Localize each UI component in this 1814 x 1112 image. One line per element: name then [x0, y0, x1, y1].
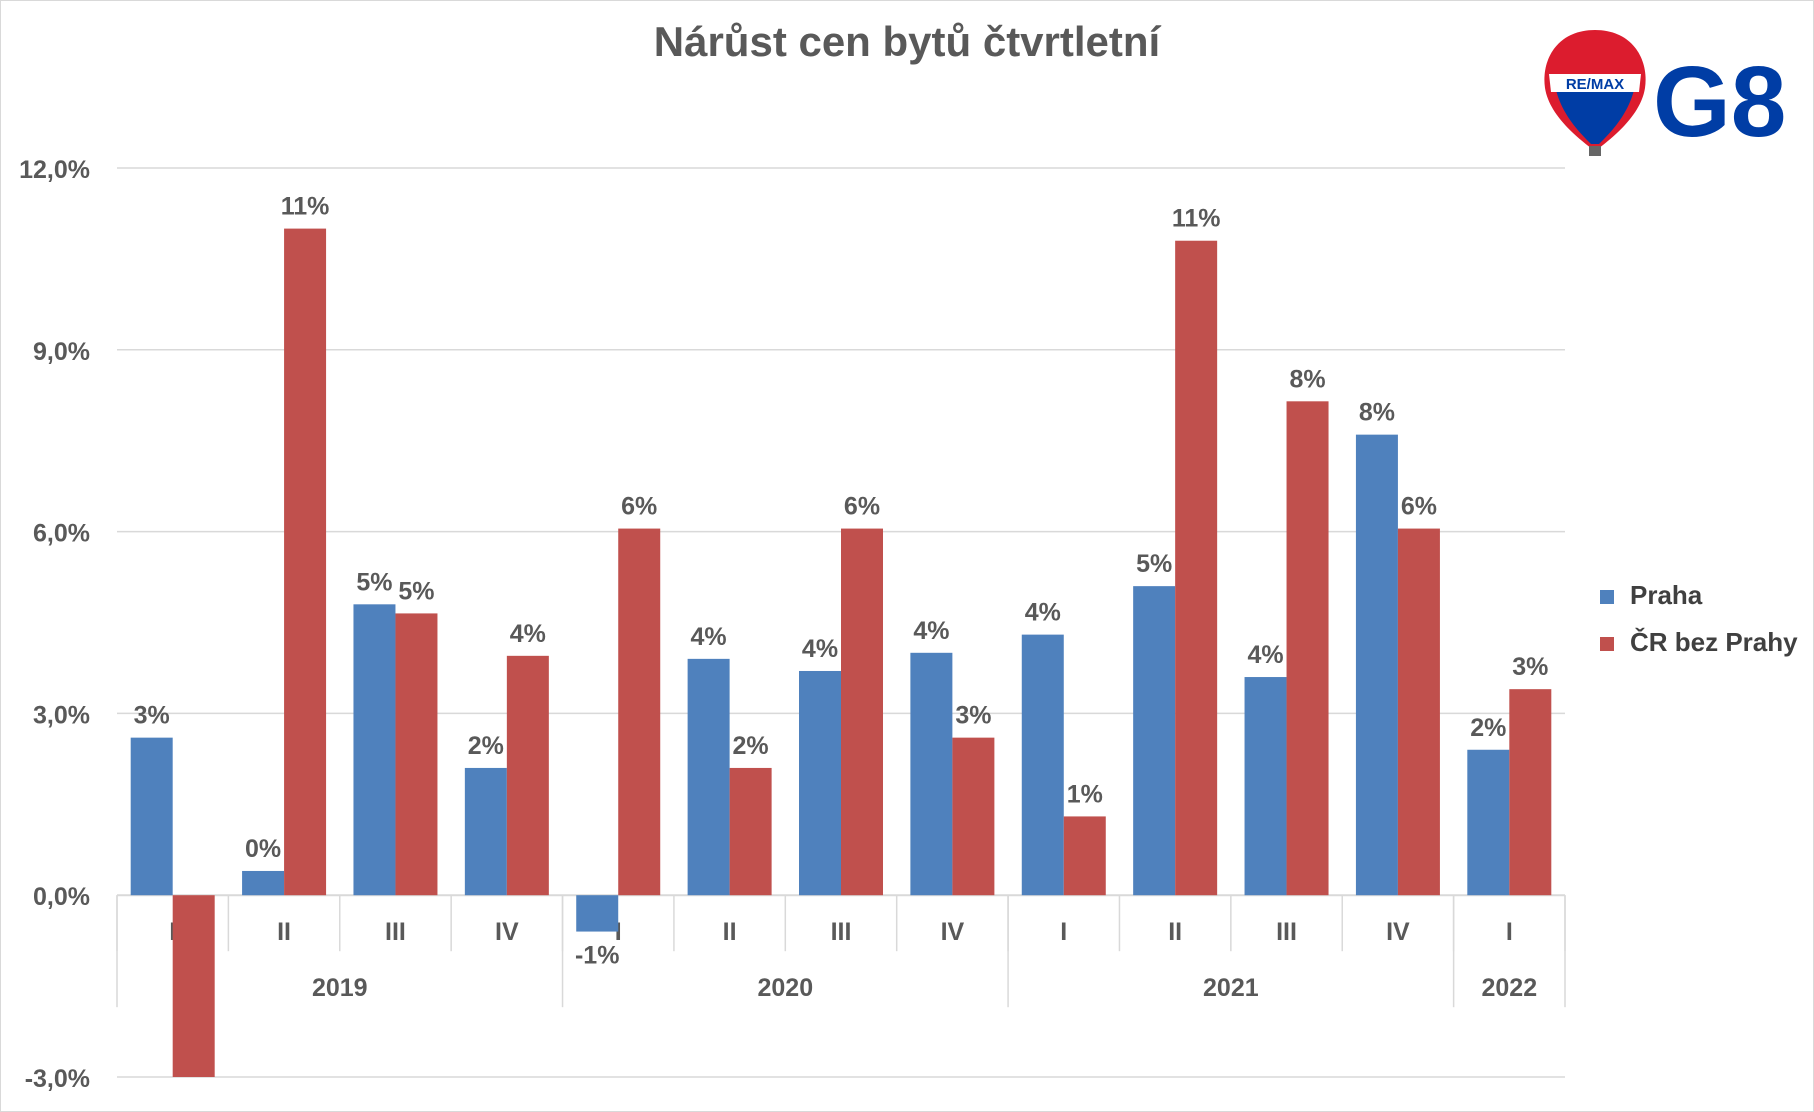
bar-praha — [576, 895, 619, 932]
bar-praha — [1133, 586, 1176, 896]
group-label: 2019 — [312, 974, 368, 1002]
data-label: 11% — [281, 193, 330, 221]
logo-brand-text: RE/MAX — [1566, 76, 1624, 93]
legend-swatch-praha — [1600, 590, 1614, 605]
bar-cr — [284, 228, 327, 896]
category-label: I — [1506, 918, 1513, 946]
data-label: 2% — [1470, 714, 1506, 742]
y-tick-label: 0,0% — [33, 883, 90, 911]
bar-cr — [729, 767, 772, 896]
bar-praha — [799, 670, 841, 896]
bar-cr — [1063, 816, 1106, 896]
data-label: 4% — [802, 635, 838, 663]
bar-praha — [1244, 677, 1287, 896]
data-label: 5% — [356, 568, 392, 596]
data-label: 4% — [1247, 641, 1283, 669]
data-label: 4% — [913, 617, 949, 645]
bar-cr — [618, 528, 661, 896]
category-label: I — [615, 918, 622, 946]
data-label: 4% — [1025, 599, 1061, 627]
category-label: IV — [1386, 918, 1410, 946]
category-label: IV — [495, 918, 519, 946]
bar-praha — [353, 604, 396, 896]
bar-cr — [841, 528, 883, 896]
legend-label-cr: ČR bez Prahy — [1630, 627, 1798, 657]
data-label: 8% — [1359, 399, 1395, 427]
bar-cr — [1175, 240, 1218, 896]
category-label: I — [1060, 918, 1067, 946]
chart-title: Nárůst cen bytů čtvrtletní — [653, 18, 1161, 65]
data-label: 4% — [510, 620, 546, 648]
y-tick-label: -3,0% — [25, 1065, 90, 1093]
data-label: 2% — [733, 732, 769, 760]
category-label: II — [723, 918, 737, 946]
data-label: 8% — [1289, 365, 1325, 393]
bar-cr — [1286, 401, 1329, 896]
legend-swatch-cr — [1600, 637, 1614, 652]
group-label: 2022 — [1481, 974, 1537, 1002]
remax-balloon-icon: RE/MAX — [1544, 30, 1646, 156]
remax-g8-logo: RE/MAX G8 — [1544, 30, 1785, 156]
legend-item-praha: Praha — [1600, 580, 1702, 611]
bar-praha — [687, 658, 730, 896]
y-tick-label: 3,0% — [33, 701, 90, 729]
legend-label-praha: Praha — [1630, 580, 1703, 610]
data-label: 0% — [245, 835, 281, 863]
data-label: -1% — [575, 942, 619, 970]
data-label: 5% — [1136, 550, 1172, 578]
bar-praha — [910, 652, 953, 896]
logo-office-text: G8 — [1653, 46, 1785, 156]
data-label: 2% — [468, 732, 504, 760]
data-label: 6% — [1401, 493, 1437, 521]
bar-praha — [130, 737, 173, 896]
data-label: 3% — [134, 702, 170, 730]
y-tick-label: 12,0% — [19, 156, 90, 184]
y-tick-label: 9,0% — [33, 338, 90, 366]
category-label: III — [385, 918, 406, 946]
bar-cr — [1509, 689, 1552, 896]
legend-item-cr: ČR bez Prahy — [1600, 627, 1798, 658]
bar-praha — [464, 767, 507, 896]
bar-cr — [1397, 528, 1440, 896]
data-label: 3% — [955, 702, 991, 730]
category-label: III — [831, 918, 852, 946]
data-label: 1% — [1067, 780, 1103, 808]
category-label: II — [277, 918, 291, 946]
group-label: 2020 — [757, 974, 813, 1002]
bar-cr — [952, 737, 995, 896]
bar-praha — [1355, 434, 1398, 896]
bar-praha — [242, 870, 285, 896]
data-label: 5% — [398, 577, 434, 605]
data-label: 6% — [621, 493, 657, 521]
y-tick-label: 6,0% — [33, 520, 90, 548]
bar-praha — [1021, 634, 1064, 896]
bar-cr — [506, 655, 549, 896]
category-label: III — [1276, 918, 1297, 946]
category-label: IV — [941, 918, 965, 946]
group-label: 2021 — [1203, 974, 1259, 1002]
bar-cr — [395, 613, 438, 896]
data-label: 11% — [1172, 205, 1221, 233]
category-label: II — [1168, 918, 1182, 946]
data-label: 6% — [844, 493, 880, 521]
bar-cr — [172, 895, 215, 1077]
data-label: 4% — [691, 623, 727, 651]
bar-praha — [1467, 749, 1510, 896]
data-label: 3% — [1512, 653, 1548, 681]
